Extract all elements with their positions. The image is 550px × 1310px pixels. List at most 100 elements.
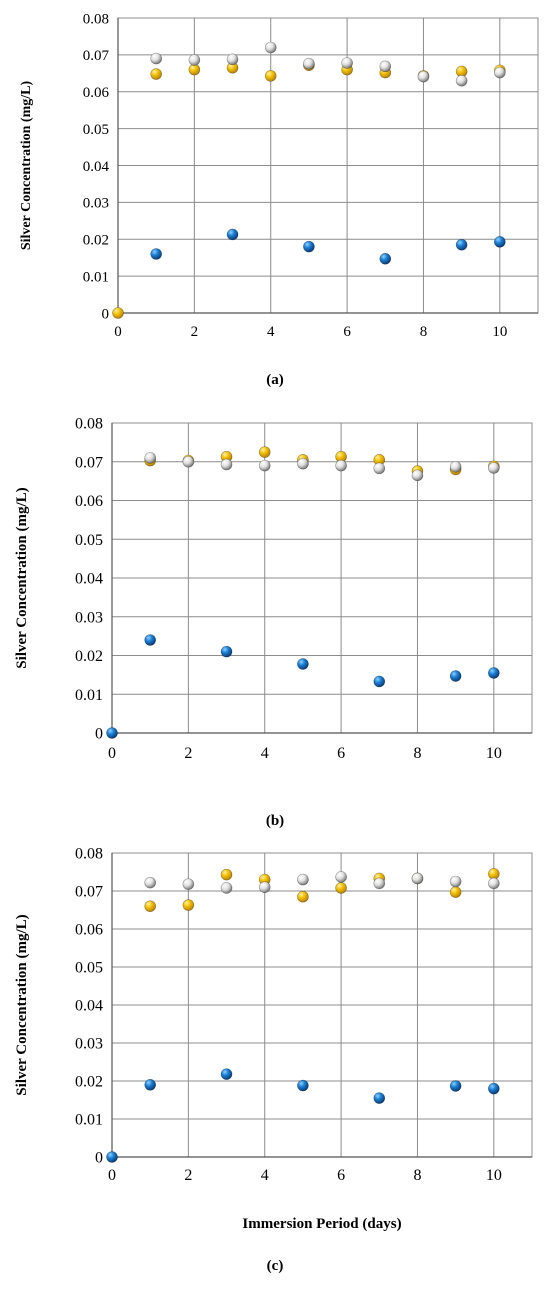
y-tick-label: 0 (95, 1150, 103, 1167)
data-point-grey (455, 74, 468, 87)
x-tick-label: 8 (420, 324, 428, 340)
x-tick-label: 4 (267, 324, 275, 340)
y-tick-label: 0.08 (75, 416, 103, 433)
y-tick-label: 0.01 (75, 687, 103, 704)
series-yellow (112, 59, 506, 319)
chart-panel-2: 0 0.01 0.02 0.03 0.04 0.05 0.06 0.07 0.08 0 2 4 6 8 10… (14, 416, 533, 829)
x-tick-label: 8 (413, 1167, 421, 1184)
x-tick-label: 6 (337, 1167, 345, 1184)
data-point-blue (144, 1079, 156, 1091)
data-point-grey (494, 66, 506, 79)
chart-panel-3: 0 0.01 0.02 0.03 0.04 0.05 0.06 0.07 0.08 0 2 4 6 8 10… (14, 846, 533, 1274)
y-tick-label: 0.01 (75, 1112, 103, 1129)
data-point-grey (220, 458, 233, 471)
data-point-grey (379, 60, 392, 73)
data-point-blue (455, 238, 468, 251)
x-tick-label: 4 (261, 745, 269, 762)
data-point-grey (150, 52, 162, 65)
data-point-blue (373, 1092, 386, 1104)
data-point-grey (373, 462, 386, 475)
y-tick-label: 0.08 (75, 846, 103, 863)
data-point-grey (182, 878, 195, 890)
x-tick-label: 10 (492, 324, 507, 340)
data-point-grey (264, 41, 277, 54)
data-point-yellow (335, 882, 347, 894)
data-point-grey (335, 871, 347, 883)
data-point-grey (449, 875, 462, 888)
data-point-blue (449, 1080, 462, 1092)
x-axis-label: Immersion Period (days) (242, 1216, 401, 1232)
data-point-blue (379, 252, 392, 265)
data-point-grey (303, 57, 315, 70)
data-point-blue (106, 727, 118, 739)
data-point-blue (488, 667, 500, 679)
series-blue (150, 228, 506, 265)
data-point-grey (144, 876, 156, 889)
data-point-blue (220, 645, 233, 658)
data-point-yellow (144, 900, 156, 913)
data-point-blue (297, 1079, 309, 1092)
y-tick-label: 0.07 (75, 454, 103, 471)
series-yellow (144, 868, 500, 913)
series-blue (106, 634, 500, 739)
x-tick-label: 0 (108, 745, 116, 762)
data-point-yellow (258, 446, 271, 458)
data-point-grey (488, 877, 500, 890)
y-tick-label: 0.06 (83, 85, 110, 101)
data-point-yellow (297, 890, 309, 903)
y-tick-label: 0.07 (75, 884, 103, 901)
y-tick-label: 0.02 (83, 233, 109, 249)
x-tick-label: 6 (337, 745, 345, 762)
x-tick-label: 10 (486, 745, 502, 762)
data-point-blue (449, 670, 462, 682)
data-point-blue (150, 248, 162, 260)
data-point-grey (258, 881, 271, 894)
data-point-blue (373, 675, 386, 688)
data-point-grey (297, 457, 309, 470)
y-tick-label: 0.05 (75, 532, 103, 549)
data-point-blue (297, 658, 309, 670)
y-tick-label: 0.02 (75, 1074, 103, 1091)
data-point-grey (449, 460, 462, 473)
data-point-blue (303, 240, 315, 253)
data-point-blue (226, 228, 239, 241)
x-tick-label: 0 (108, 1167, 116, 1184)
data-point-blue (106, 1151, 118, 1163)
x-tick-label: 2 (191, 324, 199, 340)
x-tick-label: 0 (114, 324, 122, 340)
data-point-grey (226, 53, 239, 66)
y-tick-label: 0.04 (83, 159, 110, 175)
x-tick-label: 2 (184, 1167, 192, 1184)
y-tick-label: 0 (102, 306, 110, 322)
data-point-yellow (182, 899, 195, 911)
x-tick-label: 10 (486, 1167, 502, 1184)
data-point-grey (258, 459, 271, 472)
y-tick-label: 0.05 (83, 122, 109, 138)
data-point-grey (341, 57, 353, 69)
chart-panel-1: 0 0.01 0.02 0.03 0.04 0.05 0.06 0.07 0.08 0 2 4 6 8 10… (19, 11, 539, 388)
y-tick-label: 0.03 (75, 609, 103, 626)
y-tick-label: 0 (95, 726, 103, 743)
data-point-yellow (112, 307, 124, 319)
y-tick-label: 0.04 (75, 571, 103, 588)
x-tick-label: 6 (343, 324, 351, 340)
data-point-grey (411, 469, 424, 482)
y-tick-label: 0.03 (75, 1036, 103, 1053)
y-tick-label: 0.01 (83, 269, 109, 285)
data-point-grey (220, 882, 233, 894)
x-tick-label: 2 (184, 745, 192, 762)
y-tick-label: 0.05 (75, 960, 103, 977)
data-point-yellow (264, 70, 277, 82)
data-point-grey (297, 873, 309, 886)
data-point-grey (144, 452, 156, 464)
series-grey (144, 871, 500, 894)
data-point-blue (488, 1082, 500, 1095)
data-point-grey (188, 54, 201, 66)
panel-caption: (c) (267, 1258, 284, 1274)
data-point-grey (488, 462, 500, 474)
x-tick-label: 4 (261, 1167, 269, 1184)
data-point-grey (417, 70, 430, 83)
data-point-grey (411, 872, 424, 885)
